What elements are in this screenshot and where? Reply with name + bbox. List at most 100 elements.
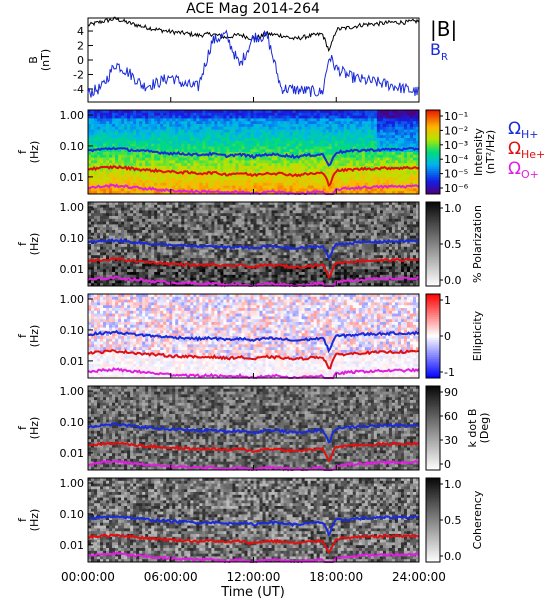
- spectrogram-cell: [154, 135, 158, 139]
- spectrogram-cell: [253, 124, 258, 128]
- spectrogram-cell: [187, 160, 191, 164]
- spectrogram-cell: [235, 168, 239, 173]
- spectrogram-cell: [178, 140, 182, 145]
- spectrogram-cell: [268, 126, 273, 131]
- spectrogram-cell: [268, 129, 273, 133]
- spectrogram-cell: [160, 177, 164, 181]
- spectrogram-cell: [91, 143, 95, 147]
- spectrogram-cell: [88, 118, 92, 122]
- spectrogram-cell: [127, 129, 131, 133]
- spectrogram-cell: [172, 132, 176, 136]
- spectrogram-cell: [145, 152, 149, 156]
- spectrogram-cell: [199, 149, 203, 153]
- spectrogram-cell: [151, 182, 155, 187]
- spectrogram-cell: [106, 168, 110, 173]
- spectrogram-cell: [127, 182, 131, 187]
- spectrogram-cell: [265, 157, 270, 161]
- spectrogram-cell: [106, 121, 110, 125]
- spectrogram-cell: [103, 174, 107, 178]
- spectrogram-cell: [130, 112, 134, 117]
- spectrogram-cell: [91, 180, 95, 184]
- spectrogram-cell: [172, 174, 176, 178]
- spectrogram-cell: [97, 118, 101, 122]
- spectrogram-cell: [115, 160, 119, 164]
- spectrogram-cell: [214, 166, 218, 170]
- spectrogram-cell: [94, 138, 98, 142]
- spectrogram-cell: [109, 132, 113, 136]
- spectrogram-cell: [121, 118, 125, 122]
- spectrogram-cell: [181, 115, 185, 119]
- spectrogram-cell: [172, 171, 176, 175]
- spectrogram-cell: [184, 149, 188, 153]
- spectrogram-cell: [100, 171, 104, 175]
- spectrogram-cell: [229, 121, 233, 125]
- spectrogram-cell: [214, 118, 218, 122]
- spectrogram-cell: [211, 160, 215, 164]
- spectrogram-cell: [235, 135, 239, 139]
- spectrogram-cell: [127, 143, 131, 147]
- spectrogram-cell: [142, 121, 146, 125]
- spectrogram-cell: [109, 180, 113, 184]
- spectrogram-cell: [241, 168, 245, 173]
- spectrogram-cell: [118, 163, 122, 167]
- spectrogram-cell: [241, 132, 245, 136]
- spectrogram-cell: [190, 152, 194, 156]
- spectrogram-cell: [121, 126, 125, 131]
- spectrogram-cell: [181, 166, 185, 170]
- spectrogram-cell: [163, 191, 167, 195]
- spectrogram-cell: [226, 124, 230, 128]
- spectrogram-cell: [100, 182, 104, 187]
- spectrogram-cell: [247, 143, 251, 147]
- spectrogram-cell: [259, 160, 264, 164]
- spectrogram-cell: [100, 152, 104, 156]
- spectrogram-cell: [274, 188, 279, 192]
- spectrogram-cell: [154, 157, 158, 161]
- spectrogram-cell: [103, 118, 107, 122]
- spectrogram-cell: [268, 124, 273, 128]
- spectrogram-cell: [145, 154, 149, 159]
- spectrogram-cell: [196, 121, 200, 125]
- spectrogram-cell: [160, 180, 164, 184]
- spectrogram-cell: [172, 126, 176, 131]
- spectrogram-cell: [118, 112, 122, 117]
- spectrogram-cell: [97, 110, 101, 114]
- spectrogram-cell: [187, 124, 191, 128]
- spectrogram-cell: [154, 171, 158, 175]
- spectrogram-cell: [211, 143, 215, 147]
- spectrogram-cell: [145, 177, 149, 181]
- spectrogram-cell: [238, 138, 242, 142]
- spectrogram-cell: [175, 185, 179, 189]
- spectrogram-cell: [166, 157, 170, 161]
- spectrogram-cell: [175, 154, 179, 159]
- spectrogram-cell: [223, 180, 227, 184]
- spectrogram-cell: [94, 129, 98, 133]
- spectrogram-cell: [166, 115, 170, 119]
- spectrogram-cell: [91, 182, 95, 187]
- spectrogram-cell: [220, 112, 224, 117]
- spectrogram-cell: [190, 174, 194, 178]
- spectrogram-cell: [232, 124, 236, 128]
- spectrogram-cell: [193, 115, 197, 119]
- spectrogram-cell: [109, 138, 113, 142]
- spectrogram-cell: [145, 157, 149, 161]
- spectrogram-cell: [208, 138, 212, 142]
- spectrogram-cell: [124, 163, 128, 167]
- spectrogram-cell: [109, 135, 113, 139]
- figure-title: ACE Mag 2014-264: [186, 1, 320, 17]
- spectrogram-cell: [247, 174, 251, 178]
- spectrogram-cell: [262, 135, 267, 139]
- spectrogram-cell: [235, 118, 239, 122]
- spectrogram-cell: [94, 177, 98, 181]
- spectrogram-cell: [259, 174, 264, 178]
- spectrogram-cell: [199, 177, 203, 181]
- spectrogram-cell: [142, 146, 146, 150]
- spectrogram-cell: [187, 168, 191, 173]
- spectrogram-cell: [124, 182, 128, 187]
- spectrogram-cell: [181, 185, 185, 189]
- spectrogram-cell: [193, 174, 197, 178]
- spectrogram-cell: [145, 171, 149, 175]
- spectrogram-cell: [169, 168, 173, 173]
- spectrogram-cell: [154, 132, 158, 136]
- spectrogram-cell: [196, 149, 200, 153]
- spectrogram-cell: [202, 146, 206, 150]
